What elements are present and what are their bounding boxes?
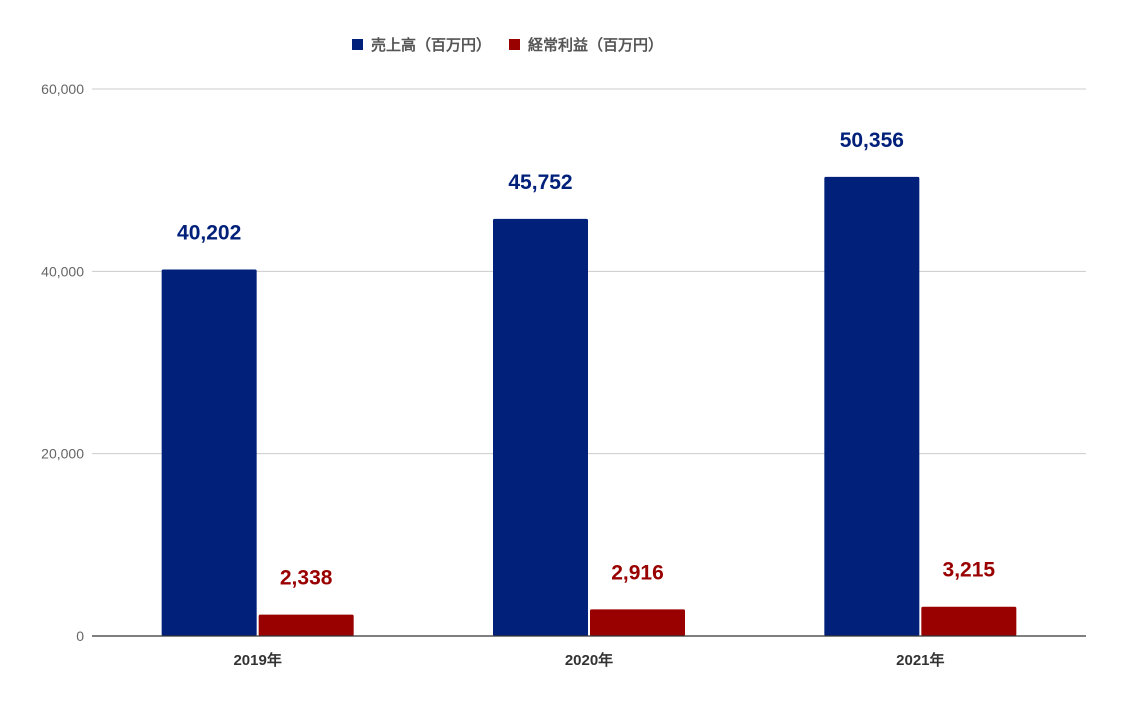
bar-sales[interactable] xyxy=(493,218,588,636)
bar-sales[interactable] xyxy=(824,176,920,636)
legend-swatch-sales xyxy=(352,39,363,50)
x-category-label: 2019年 xyxy=(233,651,281,669)
data-label-sales: 40,202 xyxy=(177,221,241,244)
y-tick-label: 0 xyxy=(76,628,84,644)
legend-label-sales: 売上高（百万円） xyxy=(371,37,492,54)
data-label-ordinary-profit: 2,916 xyxy=(611,561,664,584)
y-tick-label: 60,000 xyxy=(41,81,84,97)
x-category-label: 2020年 xyxy=(565,651,613,669)
data-label-ordinary-profit: 2,338 xyxy=(280,567,333,590)
axis-layer: 0 20,000 40,000 60,000 2019年 2020年 2021年 xyxy=(41,81,1086,669)
bar-ordinary-profit[interactable] xyxy=(258,614,354,636)
bar-ordinary-profit[interactable] xyxy=(921,606,1017,636)
y-tick-label: 20,000 xyxy=(41,446,84,462)
bars-layer xyxy=(161,176,1017,636)
data-label-ordinary-profit: 3,215 xyxy=(943,559,996,582)
y-tick-label: 40,000 xyxy=(41,263,84,279)
bar-ordinary-profit[interactable] xyxy=(590,609,685,636)
bar-sales[interactable] xyxy=(161,269,257,636)
legend-label-ordinary-profit: 経常利益（百万円） xyxy=(528,37,664,54)
legend-item-ordinary-profit[interactable]: 経常利益（百万円） xyxy=(509,34,663,55)
grid-layer xyxy=(92,88,1086,455)
data-label-sales: 45,752 xyxy=(508,171,572,194)
data-label-sales: 50,356 xyxy=(840,129,904,152)
x-category-label: 2021年 xyxy=(896,651,944,669)
data-labels-layer: 40,202 2,338 45,752 2,916 50,356 3,215 xyxy=(177,129,995,590)
legend-swatch-ordinary-profit xyxy=(509,39,521,50)
chart-legend: 売上高（百万円） 経常利益（百万円） xyxy=(352,34,663,55)
legend-item-sales[interactable]: 売上高（百万円） xyxy=(352,34,491,55)
